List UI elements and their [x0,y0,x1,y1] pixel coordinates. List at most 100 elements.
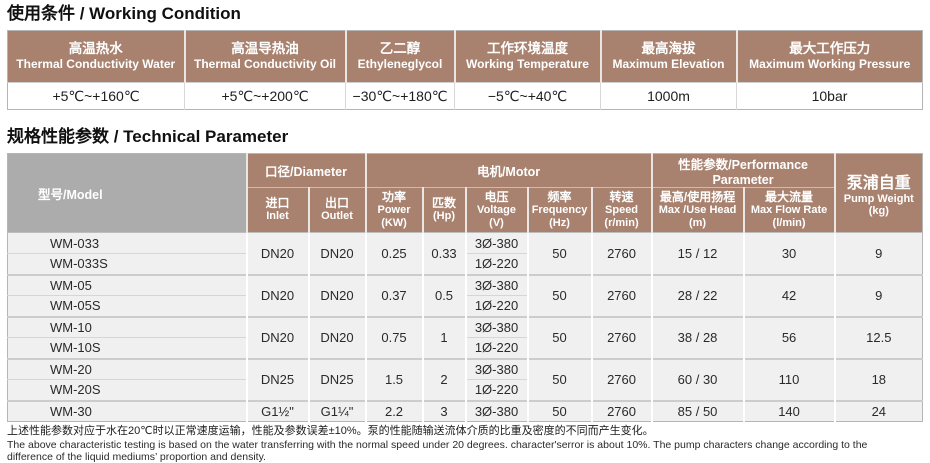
wc-header-elevation: 最高海拔 Maximum Elevation [599,30,737,83]
inlet-cell: DN20 [245,232,309,275]
tp-header-inlet-en: Inlet [266,210,289,222]
working-condition-value-row: +5℃~+160℃ +5℃~+200℃ −30℃~+180℃ −5℃~+40℃ … [7,82,923,110]
model-cell: WM-10 [7,315,247,338]
table-row: WM-05 DN20 DN20 0.37 0.5 3Ø-380 50 2760 … [7,273,923,317]
table-row: WM-033S 1Ø-220 [7,253,923,275]
hp-cell: 2 [421,357,466,401]
wc-header-temperature-en: Working Temperature [466,57,589,71]
footnote-english-line1: The above characteristic testing is base… [7,438,868,451]
tp-header-model: 型号/Model [7,153,247,233]
wc-header-oil: 高温导热油 Thermal Conductivity Oil [183,30,346,83]
technical-parameter-title: 规格性能参数 / Technical Parameter [7,127,289,146]
outlet-cell: DN20 [307,232,366,275]
wc-header-glycol-en: Ethyleneglycol [357,57,443,71]
power-cell: 0.25 [364,232,423,275]
wc-header-pressure-cn: 最大工作压力 [789,41,871,56]
voltage-cell: 3Ø-380 [464,315,528,338]
model-cell: WM-033 [7,232,247,254]
table-row: WM-10 DN20 DN20 0.75 1 3Ø-380 50 2760 38… [7,315,923,359]
wc-header-water: 高温热水 Thermal Conductivity Water [7,30,185,83]
speed-cell: 2760 [590,232,652,275]
tp-header-speed: 转速 Speed (r/min) [590,187,652,233]
voltage-cell: 1Ø-220 [464,379,528,401]
wc-header-pressure: 最大工作压力 Maximum Working Pressure [735,30,923,83]
tp-header-outlet-en: Outlet [321,210,353,222]
speed-cell: 2760 [590,315,652,359]
hp-cell: 1 [421,315,466,359]
tp-header-voltage-en: Voltage [477,203,516,216]
tp-group-performance: 性能参数/Performance Parameter [650,153,835,188]
model-cell: WM-033S [7,253,247,275]
tp-header-power-cn: 功率 [382,189,407,204]
table-row: WM-20 DN25 DN25 1.5 2 3Ø-380 50 2760 60 … [7,357,923,401]
model-cell: WM-20S [7,379,247,401]
head-cell: 60 / 30 [650,357,744,401]
tp-header-inlet: 进口 Inlet [245,187,309,233]
flow-cell: 110 [742,357,835,401]
wc-header-elevation-en: Maximum Elevation [612,57,725,71]
power-cell: 0.75 [364,315,423,359]
working-condition-title: 使用条件 / Working Condition [7,4,241,23]
tp-header-power: 功率 Power (KW) [364,187,423,233]
tp-header-head-cn: 最高/使用扬程 [659,189,736,204]
table-row: WM-033 DN20 DN20 0.25 0.33 3Ø-380 50 276… [7,232,923,275]
outlet-cell: G1¼" [307,399,366,422]
outlet-cell: DN20 [307,273,366,317]
footnote-english-line2: difference of the liquid mediums’ propor… [7,450,266,463]
tp-header-flow-unit: (l/min) [772,216,806,229]
tp-header-voltage: 电压 Voltage (V) [464,187,528,233]
working-condition-header-row: 高温热水 Thermal Conductivity Water 高温导热油 Th… [7,30,923,83]
voltage-cell: 1Ø-220 [464,253,528,275]
voltage-cell: 1Ø-220 [464,337,528,359]
tp-header-frequency-unit: (Hz) [549,216,570,229]
wc-header-temperature-cn: 工作环境温度 [487,41,568,56]
table-row: WM-10S 1Ø-220 [7,337,923,359]
flow-cell: 42 [742,273,835,317]
speed-cell: 2760 [590,399,652,422]
tp-header-voltage-unit: (V) [489,216,504,229]
tp-header-power-unit: (KW) [381,216,407,229]
tp-header-frequency: 频率 Frequency (Hz) [526,187,592,233]
outlet-cell: DN20 [307,315,366,359]
tp-header-frequency-cn: 频率 [547,189,572,204]
model-cell: WM-30 [7,399,247,422]
table-row: WM-05S 1Ø-220 [7,295,923,317]
voltage-cell: 3Ø-380 [464,357,528,380]
wc-value-temperature: −5℃~+40℃ [454,82,601,110]
tp-header-speed-en: Speed [605,203,639,216]
wc-value-glycol: −30℃~+180℃ [345,82,455,110]
wc-header-elevation-cn: 最高海拔 [641,41,696,56]
tp-header-speed-cn: 转速 [609,189,634,204]
head-cell: 38 / 28 [650,315,744,359]
wc-header-oil-cn: 高温导热油 [231,41,299,56]
frequency-cell: 50 [526,273,592,317]
footnote: 上述性能参数对应于水在20℃时以正常速度运输，性能及参数误差±10%。泵的性能随… [7,425,922,463]
inlet-cell: DN20 [245,315,309,359]
model-cell: WM-20 [7,357,247,380]
wc-header-temperature: 工作环境温度 Working Temperature [453,30,601,83]
tp-header-pump-weight: 泵浦自重 Pump Weight (kg) [833,153,923,233]
wc-header-oil-en: Thermal Conductivity Oil [193,57,337,71]
model-cell: WM-10S [7,337,247,359]
tp-header-flow-en: Max Flow Rate [750,203,828,216]
weight-cell: 9 [833,232,923,275]
tp-header-pump-weight-en: Pump Weight [843,193,914,205]
wc-header-glycol-cn: 乙二醇 [379,41,421,56]
tp-header-flow-cn: 最大流量 [765,189,814,204]
table-row: WM-20S 1Ø-220 [7,379,923,401]
frequency-cell: 50 [526,232,592,275]
model-cell: WM-05 [7,273,247,296]
inlet-cell: DN20 [245,273,309,317]
hp-cell: 3 [421,399,466,422]
wc-value-oil: +5℃~+200℃ [184,82,346,110]
speed-cell: 2760 [590,357,652,401]
tp-group-motor: 电机/Motor [364,153,652,188]
wc-header-water-en: Thermal Conductivity Water [16,57,176,71]
outlet-cell: DN25 [307,357,366,401]
tp-header-power-en: Power [377,203,411,216]
model-cell: WM-05S [7,295,247,317]
voltage-cell: 1Ø-220 [464,295,528,317]
head-cell: 85 / 50 [650,399,744,422]
tp-header-hp: 匹数 (Hp) [421,187,466,233]
